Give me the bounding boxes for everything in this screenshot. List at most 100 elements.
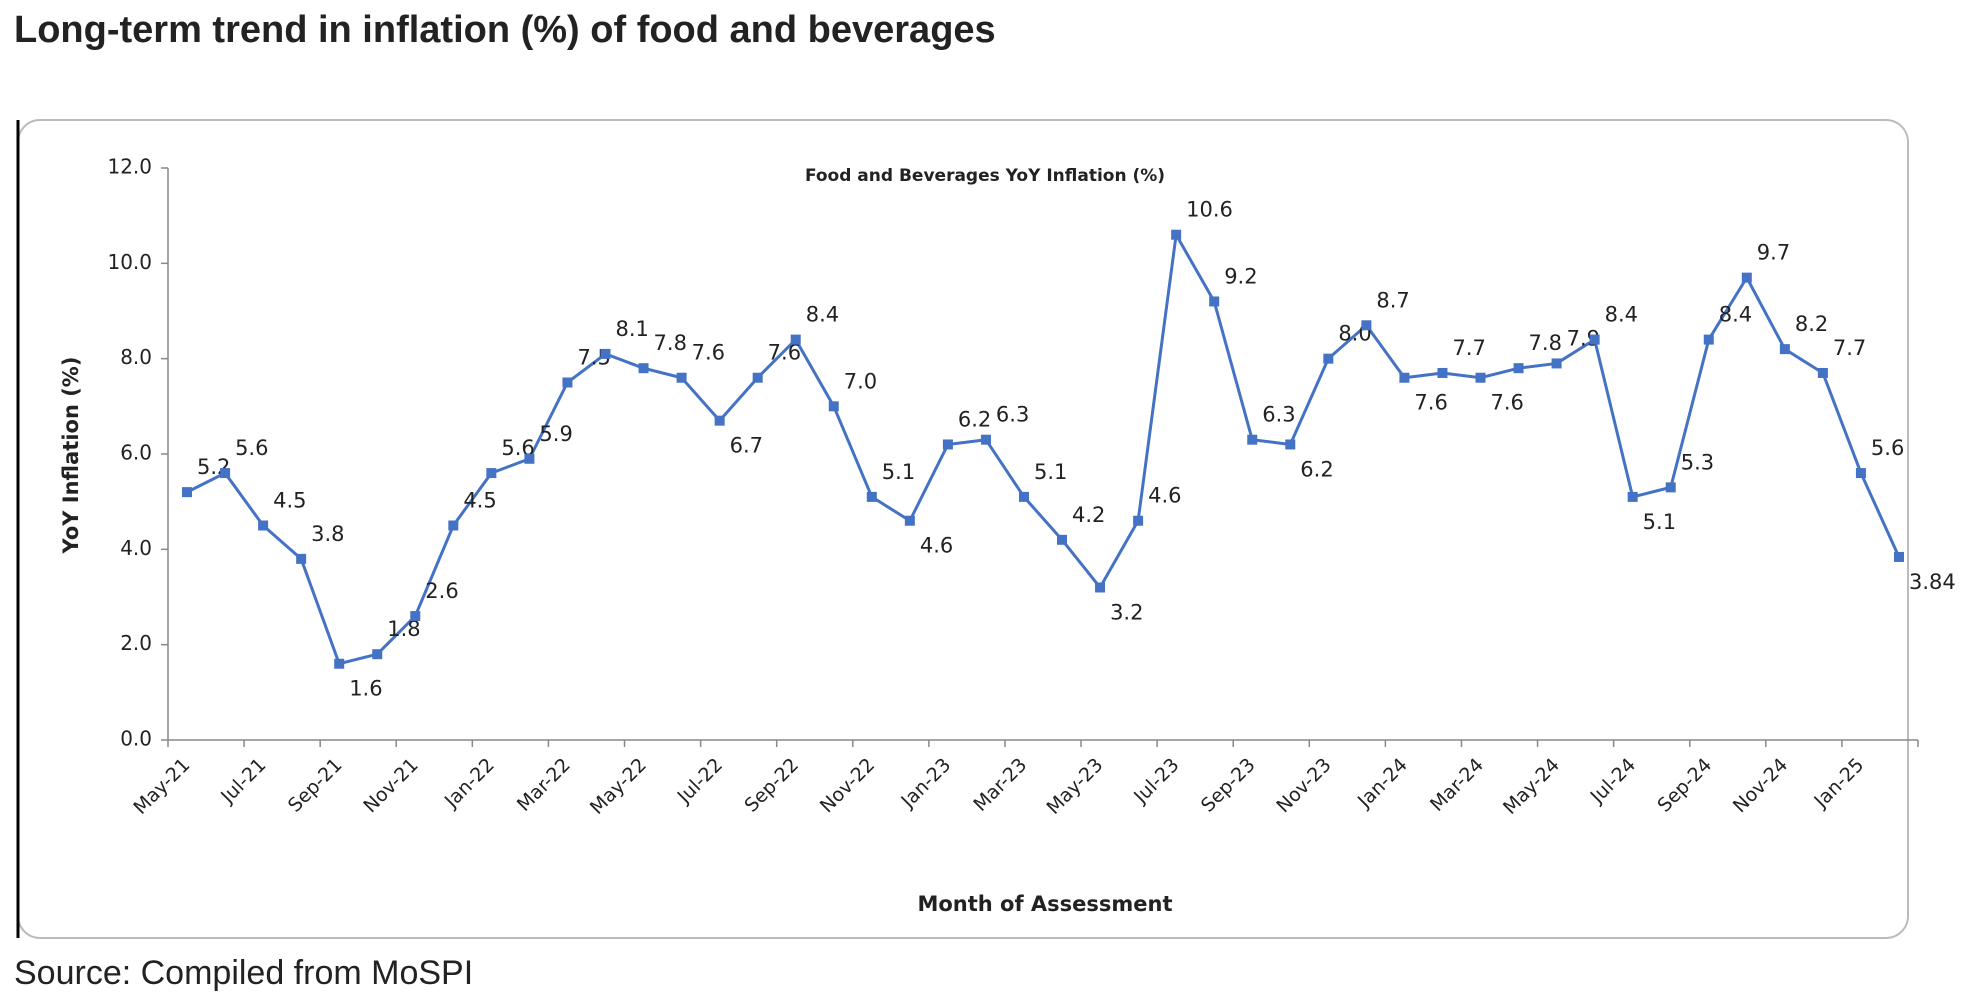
chart-frame [17,119,1909,939]
data-label: 5.9 [539,422,572,446]
data-point [1703,334,1714,345]
y-tick-label: 10.0 [107,250,152,274]
data-point [1475,372,1486,383]
data-label: 4.2 [1072,503,1105,527]
data-point [600,348,611,359]
data-point [676,372,687,383]
data-label: 5.6 [235,436,268,460]
data-point [410,611,421,622]
data-label: 10.6 [1186,198,1233,222]
data-point [1018,491,1029,502]
data-point [486,468,497,479]
data-point [1171,229,1182,240]
data-point [296,553,307,564]
data-label: 8.1 [616,317,649,341]
data-point [524,453,535,464]
data-point [1817,367,1828,378]
data-label: 6.3 [1262,403,1295,427]
data-point [182,487,193,498]
data-label: 7.6 [1491,391,1524,415]
data-point [638,363,649,374]
y-axis-title: YoY Inflation (%) [59,357,83,555]
data-label: 6.3 [996,403,1029,427]
data-point [1437,367,1448,378]
data-point [1399,372,1410,383]
data-point [1247,434,1258,445]
data-label: 7.6 [692,341,725,365]
data-point [1095,582,1106,593]
y-tick-label: 12.0 [107,155,152,179]
data-label: 8.2 [1795,312,1828,336]
data-point [372,649,383,660]
data-point [828,401,839,412]
y-tick-label: 4.0 [120,536,152,560]
data-label: 4.5 [273,489,306,513]
data-point [1779,344,1790,355]
data-label: 7.6 [768,341,801,365]
y-tick-label: 6.0 [120,441,152,465]
y-tick-label: 8.0 [120,345,152,369]
data-label: 9.7 [1757,241,1790,265]
data-point [334,658,345,669]
data-point [562,377,573,388]
data-label: 5.6 [1871,436,1904,460]
data-point [1361,320,1372,331]
data-point [980,434,991,445]
data-label: 3.8 [311,522,344,546]
data-label: 4.6 [1148,484,1181,508]
data-point [1323,353,1334,364]
data-point [866,491,877,502]
data-label: 9.2 [1224,264,1257,288]
page-title: Long-term trend in inflation (%) of food… [14,9,996,51]
chart-title: Food and Beverages YoY Inflation (%) [805,166,1165,186]
y-tick-label: 2.0 [120,631,152,655]
data-point [1893,551,1904,562]
x-axis-title: Month of Assessment [917,892,1172,916]
data-point [448,520,459,531]
source-note: Source: Compiled from MoSPI [14,954,473,992]
data-point [1589,334,1600,345]
data-point [904,515,915,526]
data-point [1551,358,1562,369]
data-label: 5.1 [1034,460,1067,484]
data-label: 7.7 [1452,336,1485,360]
data-label: 7.7 [1833,336,1866,360]
data-point [1855,468,1866,479]
data-point [1513,363,1524,374]
data-label: 8.4 [1719,303,1752,327]
data-label: 6.2 [1300,457,1333,481]
y-tick-label: 0.0 [120,727,152,751]
data-point [752,372,763,383]
data-label: 8.4 [1605,303,1638,327]
data-point [1627,491,1638,502]
data-point [1057,534,1068,545]
data-label: 3.2 [1110,600,1143,624]
data-label: 7.0 [844,369,877,393]
data-point [1285,439,1296,450]
data-line [186,230,1901,666]
data-label: 5.1 [1643,510,1676,534]
data-label: 4.6 [920,534,953,558]
data-label: 8.7 [1376,288,1409,312]
data-point [1741,272,1752,283]
data-point [790,334,801,345]
data-label: 7.8 [1529,331,1562,355]
data-label: 8.4 [806,303,839,327]
data-point [1133,515,1144,526]
data-label: 5.1 [882,460,915,484]
data-point [1665,482,1676,493]
data-label: 2.6 [425,579,458,603]
data-label: 7.8 [654,331,687,355]
data-label: 6.2 [958,407,991,431]
data-point [258,520,269,531]
data-label: 7.6 [1414,391,1447,415]
data-label: 4.5 [463,489,496,513]
data-label: 3.84 [1909,570,1956,594]
data-point [1209,296,1220,307]
data-label: 1.6 [349,677,382,701]
data-point [220,468,231,479]
data-point [714,415,725,426]
data-point [942,439,953,450]
